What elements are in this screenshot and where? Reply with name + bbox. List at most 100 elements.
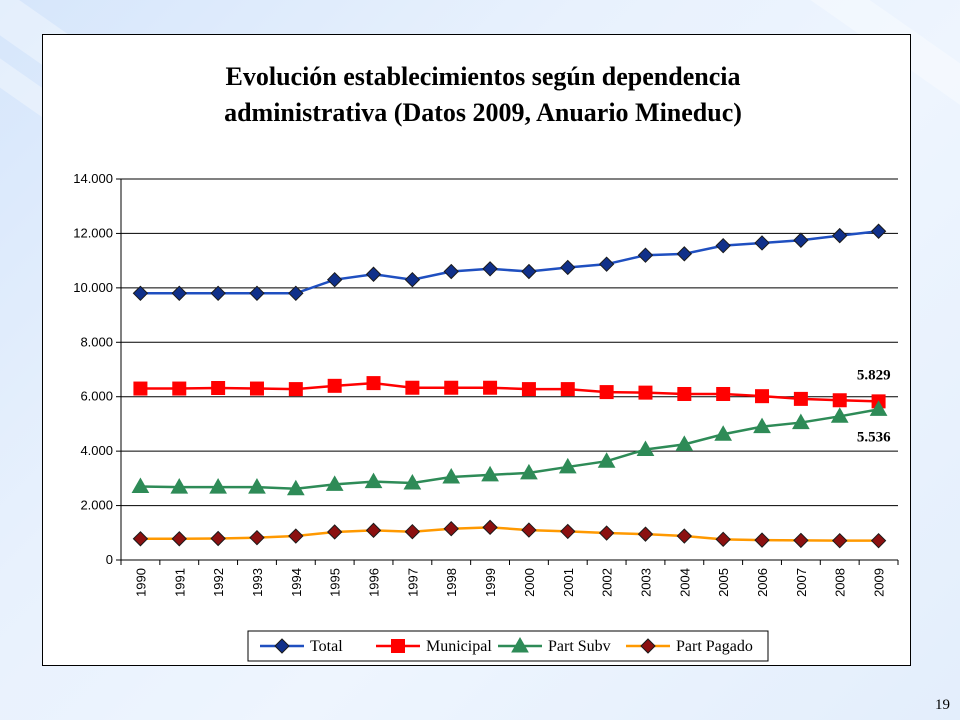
x-tick-label: 1998 bbox=[444, 568, 459, 597]
series-total bbox=[132, 223, 887, 302]
series-line bbox=[140, 230, 879, 295]
data-point bbox=[404, 523, 421, 540]
x-tick-label: 1993 bbox=[250, 568, 265, 597]
data-point bbox=[249, 285, 265, 302]
data-point bbox=[249, 529, 265, 546]
x-tick-label: 1999 bbox=[483, 568, 498, 597]
x-tick-label: 1991 bbox=[172, 568, 187, 597]
data-point bbox=[793, 391, 808, 406]
chart-frame: Evolución establecimientos según depende… bbox=[42, 34, 911, 666]
data-point bbox=[755, 389, 770, 404]
data-point bbox=[560, 523, 576, 540]
data-point bbox=[832, 532, 848, 549]
data-point bbox=[637, 247, 654, 263]
x-tick-label: 1997 bbox=[405, 568, 420, 597]
data-point bbox=[288, 528, 304, 544]
data-point bbox=[597, 452, 616, 468]
data-point bbox=[521, 382, 536, 397]
x-tick-label: 1995 bbox=[328, 568, 343, 597]
data-point bbox=[132, 531, 149, 547]
data-point bbox=[286, 479, 305, 496]
x-tick-label: 2005 bbox=[716, 568, 731, 597]
data-point bbox=[511, 636, 529, 653]
data-point bbox=[170, 478, 189, 494]
data-point bbox=[391, 639, 405, 653]
x-tick-label: 2007 bbox=[794, 568, 809, 597]
data-point bbox=[171, 531, 187, 547]
data-point bbox=[870, 532, 887, 549]
chart-title-line-1: Evolución establecimientos según depende… bbox=[226, 62, 741, 91]
x-tick-label: 2004 bbox=[677, 568, 692, 597]
data-point bbox=[715, 237, 731, 254]
x-tick-label: 1990 bbox=[133, 568, 148, 597]
data-point bbox=[248, 478, 266, 494]
data-point bbox=[405, 380, 420, 395]
data-point bbox=[172, 381, 187, 396]
data-point bbox=[327, 378, 342, 393]
x-tick-label: 1992 bbox=[211, 568, 226, 597]
data-point bbox=[131, 477, 150, 494]
data-point bbox=[598, 525, 615, 541]
data-point bbox=[869, 400, 888, 416]
x-tick-label: 2008 bbox=[833, 568, 848, 597]
data-point bbox=[209, 478, 227, 494]
data-point bbox=[404, 271, 421, 288]
data-point bbox=[325, 475, 344, 491]
data-point bbox=[249, 381, 264, 396]
data-point bbox=[870, 223, 887, 239]
data-point bbox=[364, 472, 383, 489]
series-layer bbox=[131, 223, 888, 549]
data-point bbox=[211, 381, 226, 396]
legend: Total Municipal Part Subv Part Pagado bbox=[247, 630, 769, 662]
y-tick-label: 10.000 bbox=[73, 280, 113, 295]
y-tick-label: 14.000 bbox=[73, 171, 113, 186]
data-point bbox=[403, 473, 422, 490]
data-point bbox=[483, 380, 498, 395]
data-point bbox=[599, 385, 614, 400]
data-point bbox=[676, 246, 693, 262]
data-point bbox=[677, 386, 692, 401]
grid-lines bbox=[121, 178, 898, 507]
data-point bbox=[365, 266, 382, 282]
y-tick-label: 12.000 bbox=[73, 225, 113, 240]
y-tick-label: 2.000 bbox=[80, 498, 113, 513]
data-point bbox=[793, 232, 809, 248]
data-point bbox=[754, 532, 770, 548]
axes: 0 2.000 4.000 6.000 8.000 10.000 12.000 14.000 1… bbox=[73, 171, 899, 597]
data-point bbox=[288, 382, 303, 397]
data-point bbox=[133, 381, 148, 396]
x-tick-label: 1996 bbox=[367, 568, 382, 597]
data-point bbox=[558, 457, 577, 474]
data-point bbox=[637, 526, 654, 542]
data-point bbox=[715, 531, 731, 548]
legend-label: Total bbox=[310, 638, 343, 655]
data-point bbox=[210, 285, 226, 302]
data-point bbox=[521, 522, 537, 538]
legend-label: Municipal bbox=[426, 638, 492, 655]
data-point bbox=[636, 440, 655, 457]
data-point bbox=[442, 467, 461, 484]
data-point bbox=[638, 385, 653, 400]
series-part-pagado bbox=[132, 519, 887, 549]
data-point bbox=[326, 271, 343, 288]
data-point bbox=[274, 638, 290, 654]
legend-item: Part Subv bbox=[498, 636, 611, 655]
data-point bbox=[210, 530, 226, 547]
data-point bbox=[754, 235, 770, 251]
annotation-label: 5.536 bbox=[857, 429, 891, 445]
y-tick-label: 8.000 bbox=[80, 334, 113, 349]
data-point bbox=[832, 227, 848, 244]
chart-title: Evolución establecimientos según depende… bbox=[224, 62, 742, 127]
x-tick-label: 2000 bbox=[522, 568, 537, 597]
data-point bbox=[560, 259, 576, 276]
y-tick-label: 6.000 bbox=[80, 389, 113, 404]
data-point bbox=[482, 519, 498, 536]
x-tick-label: 2002 bbox=[600, 568, 615, 597]
data-point bbox=[792, 413, 810, 430]
x-tick-label: 2006 bbox=[755, 568, 770, 597]
data-point bbox=[521, 263, 537, 280]
data-point bbox=[675, 435, 694, 451]
y-tick-label: 4.000 bbox=[80, 443, 113, 458]
data-point bbox=[753, 417, 771, 434]
data-point bbox=[640, 638, 656, 654]
